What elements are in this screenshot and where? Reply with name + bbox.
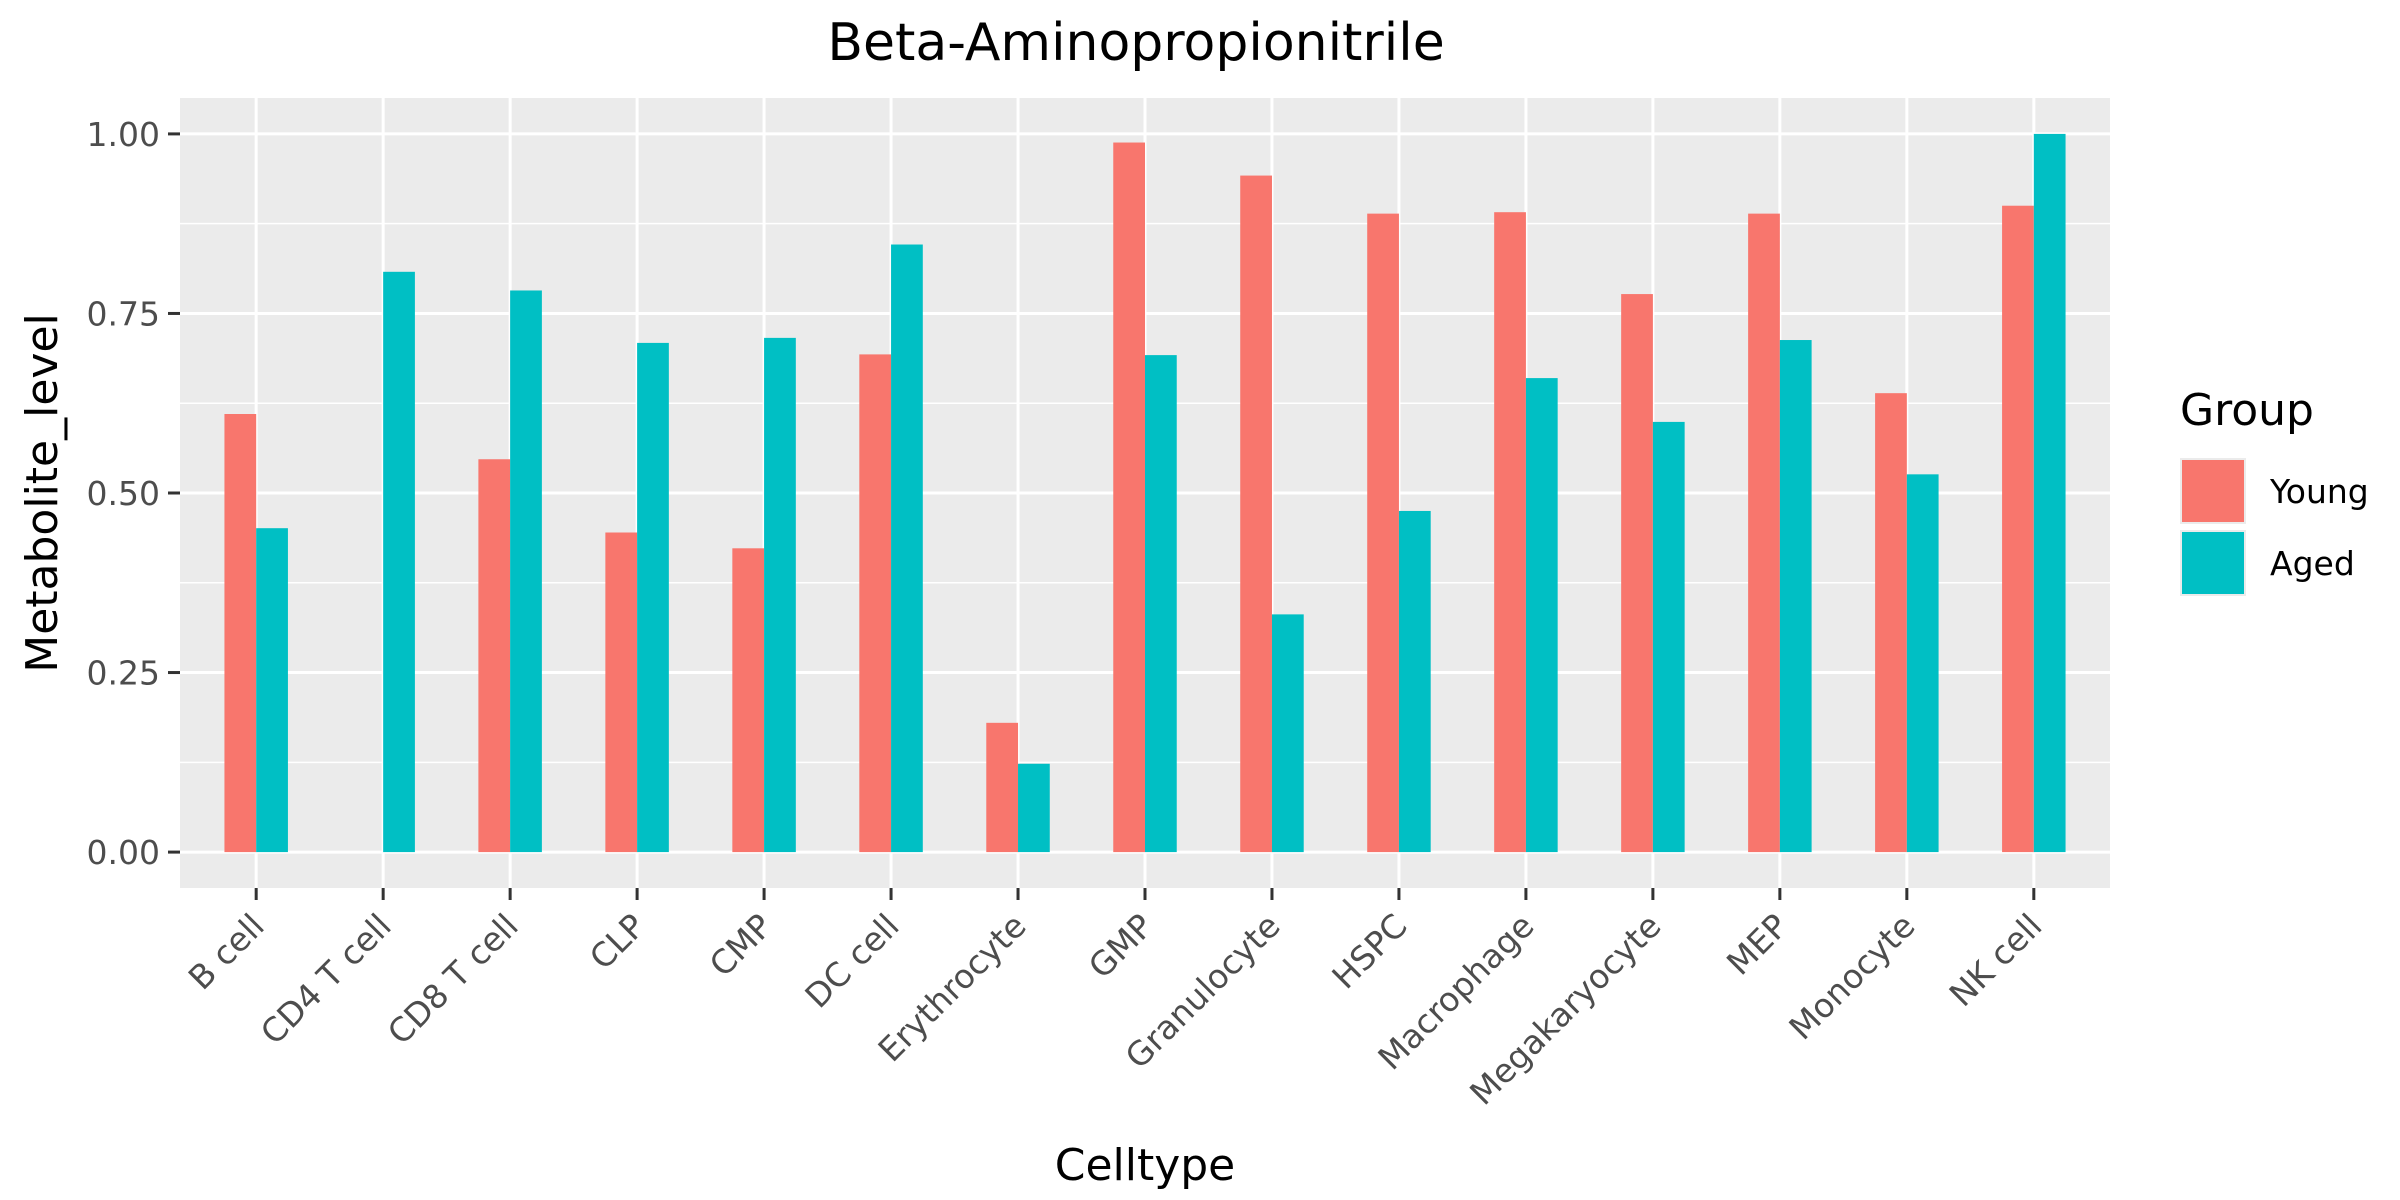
legend-label-young: Young bbox=[2269, 472, 2369, 511]
legend-key-young bbox=[2182, 460, 2244, 522]
bar-aged-mep bbox=[1779, 340, 1812, 853]
y-tick-label: 0.00 bbox=[87, 833, 160, 872]
bar-aged-b-cell bbox=[256, 528, 288, 853]
bar-aged-hspc bbox=[1398, 510, 1431, 853]
bar-young-mep bbox=[1748, 213, 1780, 853]
bar-aged-cmp bbox=[764, 337, 796, 853]
bar-young-gmp bbox=[1113, 142, 1145, 853]
x-tick-label: CLP bbox=[582, 906, 653, 977]
x-tick-label: Monocyte bbox=[1781, 906, 1922, 1047]
x-tick-label: GMP bbox=[1081, 906, 1161, 986]
x-tick-label: CMP bbox=[702, 906, 780, 984]
x-tick-label: CD8 T cell bbox=[380, 906, 526, 1052]
legend-label-aged: Aged bbox=[2270, 544, 2355, 583]
bar-young-dc-cell bbox=[859, 354, 892, 853]
bar-young-cd8-t-cell bbox=[478, 459, 511, 853]
bar-young-megakaryocyte bbox=[1621, 294, 1653, 853]
bar-aged-dc-cell bbox=[891, 244, 923, 853]
legend: Group Young Aged bbox=[2180, 385, 2369, 596]
y-tick-label: 0.25 bbox=[87, 654, 160, 693]
y-axis-title: Metabolite_level bbox=[17, 313, 68, 673]
x-tick-label: CD4 T cell bbox=[253, 906, 399, 1052]
bar-young-clp bbox=[605, 532, 638, 853]
bar-young-granulocyte bbox=[1240, 175, 1272, 853]
bar-young-b-cell bbox=[224, 414, 257, 853]
bar-aged-megakaryocyte bbox=[1652, 421, 1685, 853]
bar-young-nk-cell bbox=[2002, 205, 2034, 853]
y-tick-label: 0.50 bbox=[87, 474, 160, 513]
legend-title: Group bbox=[2180, 385, 2314, 436]
bar-aged-cd8-t-cell bbox=[510, 290, 542, 853]
bar-young-cmp bbox=[732, 548, 765, 853]
x-tick-label: HSPC bbox=[1324, 906, 1414, 996]
bar-young-hspc bbox=[1367, 213, 1399, 853]
bar-young-macrophage bbox=[1494, 212, 1526, 853]
x-tick-label: NK cell bbox=[1942, 906, 2050, 1014]
bar-aged-nk-cell bbox=[2033, 133, 2066, 853]
bar-young-monocyte bbox=[1875, 393, 1907, 853]
bar-aged-gmp bbox=[1145, 355, 1177, 853]
bar-aged-macrophage bbox=[1525, 378, 1558, 853]
legend-key-aged bbox=[2182, 532, 2244, 594]
y-tick-label: 1.00 bbox=[87, 115, 160, 154]
x-tick-label: DC cell bbox=[797, 906, 906, 1015]
x-tick-label: B cell bbox=[181, 906, 272, 997]
bars bbox=[224, 133, 2066, 853]
bar-aged-granulocyte bbox=[1271, 614, 1304, 853]
bar-aged-monocyte bbox=[1906, 474, 1939, 853]
bar-aged-clp bbox=[637, 342, 669, 853]
chart-title: Beta-Aminopropionitrile bbox=[827, 13, 1444, 73]
y-tick-label: 0.75 bbox=[87, 294, 160, 333]
bar-young-erythrocyte bbox=[986, 722, 1019, 853]
x-axis-title: Celltype bbox=[1055, 1140, 1236, 1191]
bar-aged-erythrocyte bbox=[1018, 763, 1050, 853]
bar-aged-cd4-t-cell bbox=[383, 271, 415, 853]
y-axis: 0.00 0.25 0.50 0.75 1.00 bbox=[87, 115, 180, 872]
x-tick-label: MEP bbox=[1719, 906, 1796, 983]
